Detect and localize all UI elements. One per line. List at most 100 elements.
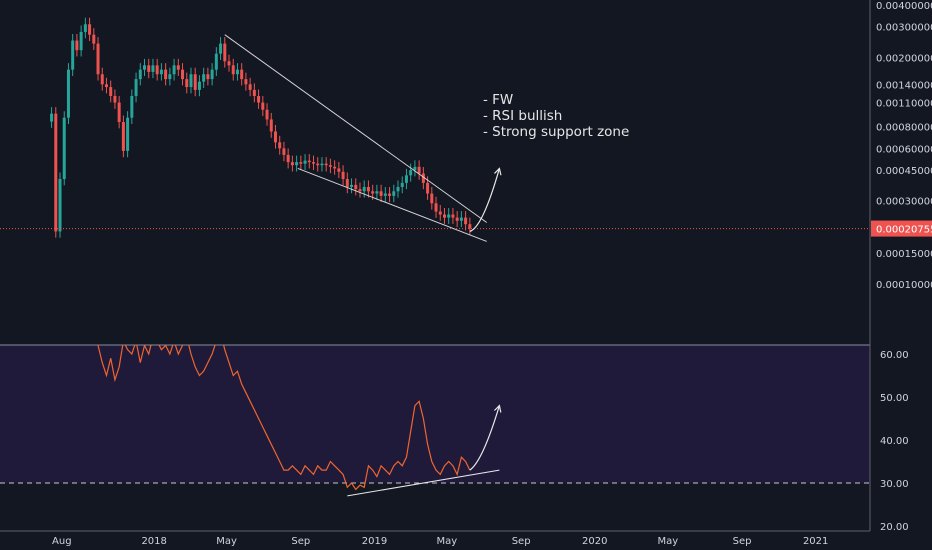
candle-body [100,74,104,85]
candle-body [88,24,92,35]
candle-body [231,65,235,75]
candle-body [235,69,239,75]
candle-body [181,69,185,80]
candle-body [366,186,370,192]
candle-body [354,184,358,190]
candle-body [197,81,201,90]
candle-body [206,74,210,80]
candle-body [442,214,446,218]
rsi-line [97,345,471,491]
candle-body [159,69,163,75]
candle-body [79,31,83,51]
candle-body [265,109,269,120]
current-price-tag [871,220,932,237]
rsi-projection-arrow [469,405,500,471]
candle-body [337,168,341,172]
rsi-tick-label: 60.00 [880,350,909,361]
candle-body [345,179,349,187]
candle-body [404,175,408,183]
price-tick-label: 0.00045000 [876,166,932,177]
rsi-trend-line [347,469,500,497]
candle-body [409,170,413,176]
time-tick-label: May [657,536,678,547]
price-projection-arrow [469,168,500,232]
time-tick-label: 2019 [362,536,387,547]
candle-body [121,122,125,151]
candle-body [417,166,421,174]
candle-body [214,53,218,70]
current-price-label: 0.00020755 [876,225,932,236]
candle-body [210,69,214,80]
candle-body [320,163,324,166]
candle-body [400,182,404,187]
candle-body [350,184,354,187]
price-tick-label: 0.00060000 [876,144,932,155]
candle-body [421,173,425,183]
candle-body [92,34,96,44]
candle-body [193,74,197,90]
candle-body [147,65,151,72]
candle-body [143,65,147,70]
time-tick-label: Sep [733,536,752,547]
candle-body [371,191,375,194]
candle-body [168,74,172,80]
rsi-tick-label: 40.00 [880,436,909,447]
time-tick-label: May [437,536,458,547]
candle-body [295,162,299,166]
candle-body [54,113,58,232]
candle-body [252,89,256,96]
wedge-line [297,167,487,242]
candle-body [240,69,244,80]
candle-body [324,163,328,166]
candle-body [164,69,168,80]
candle-body [83,24,87,32]
candle-body [413,166,417,171]
analysis-notes: - FW - RSI bullish - Strong support zone [483,92,629,140]
candle-body [464,217,468,225]
time-tick-label: Sep [291,536,310,547]
candle-body [341,171,345,179]
price-tick-label: 0.00400000 [876,1,932,12]
rsi-tick-label: 50.00 [880,393,909,404]
candle-body [273,131,277,143]
candle-body [248,84,252,90]
candle-body [185,79,189,88]
candle-body [362,186,366,192]
candle-body [447,214,451,218]
candle-body [307,160,311,163]
candle-body [312,162,316,164]
candle-body [278,142,282,149]
candle-body [189,74,193,88]
candle-body [333,166,337,169]
candle-body [109,87,113,96]
candle-body [379,191,383,196]
rsi-tick-label: 20.00 [880,522,909,533]
candle-body [468,224,472,229]
note-line: - Strong support zone [483,124,630,140]
candle-body [328,165,332,167]
candle-body [459,217,463,221]
price-tick-label: 0.00300000 [876,23,932,34]
rsi-tick-label: 30.00 [880,479,909,490]
time-tick-label: May [216,536,237,547]
candle-body [430,193,434,204]
price-tick-label: 0.00010000 [876,280,932,291]
time-tick-label: Aug [52,536,72,547]
candle-body [227,61,231,66]
price-tick-label: 0.00030000 [876,197,932,208]
time-tick-label: Sep [512,536,531,547]
candle-body [396,186,400,192]
candle-body [426,182,430,194]
candle-body [117,102,121,123]
candle-body [282,148,286,155]
candle-body [151,65,155,72]
candle-body [155,65,159,75]
candle-body [257,95,261,103]
candle-body [134,79,138,96]
rsi-band [0,345,870,483]
candle-body [392,191,396,196]
note-line: - RSI bullish [483,108,563,124]
price-tick-label: 0.00200000 [876,53,932,64]
candle-body [126,117,130,151]
